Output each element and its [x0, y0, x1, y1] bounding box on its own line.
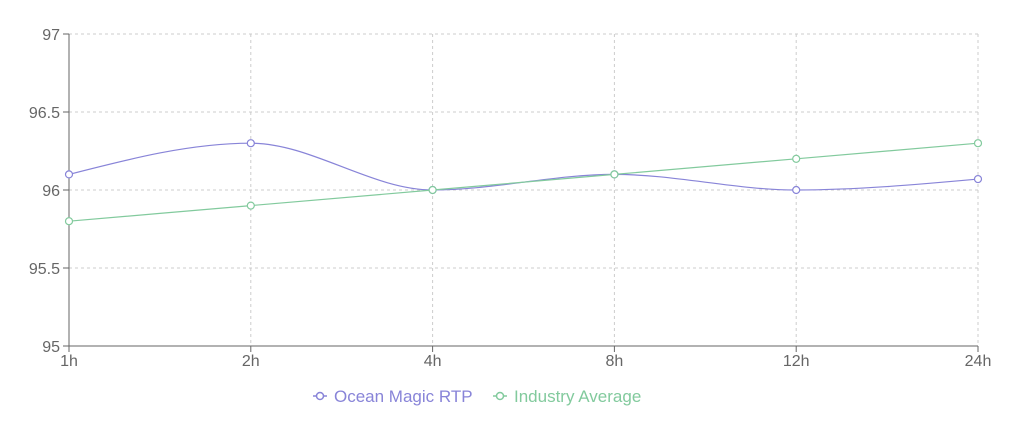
series-lines: [64, 139, 983, 226]
data-point-ocean-magic-rtp[interactable]: [792, 185, 801, 195]
legend-item-ocean-magic-rtp[interactable]: Ocean Magic RTP: [313, 387, 473, 406]
x-tick-label: 2h: [242, 353, 260, 370]
y-tick-label: 97: [42, 27, 60, 44]
data-point-industry-average[interactable]: [64, 217, 74, 226]
legend-marker-icon: [495, 391, 505, 401]
data-point-ocean-magic-rtp[interactable]: [246, 139, 255, 148]
legend-marker-icon: [315, 391, 325, 401]
legend-item-industry-average[interactable]: Industry Average: [493, 387, 641, 406]
y-tick-label: 95: [42, 339, 60, 356]
x-tick-label: 8h: [606, 353, 624, 370]
x-tick-label: 24h: [965, 353, 992, 370]
series-line-ocean-magic-rtp: [68, 142, 979, 191]
grid: [69, 33, 979, 346]
x-tick-label: 4h: [424, 353, 442, 370]
y-tick-label: 96.5: [29, 105, 60, 122]
legend-label: Ocean Magic RTP: [334, 387, 473, 406]
data-point-ocean-magic-rtp[interactable]: [973, 174, 983, 184]
x-tick-label: 12h: [783, 353, 810, 370]
x-tick-label: 1h: [60, 353, 78, 370]
data-point-industry-average[interactable]: [792, 154, 801, 163]
data-point-industry-average[interactable]: [610, 170, 619, 179]
data-point-ocean-magic-rtp[interactable]: [64, 170, 74, 179]
data-point-industry-average[interactable]: [973, 139, 983, 148]
y-tick-label: 95.5: [29, 261, 60, 278]
y-tick-label: 96: [42, 183, 60, 200]
axes: 95 95.5 96 96.5 97 1h 2h 4h 8h 12h 24h: [29, 27, 991, 370]
legend: Ocean Magic RTP Industry Average: [313, 387, 641, 406]
series-line-industry-average: [68, 142, 979, 222]
data-point-industry-average[interactable]: [246, 201, 255, 210]
data-point-industry-average[interactable]: [428, 185, 437, 195]
legend-label: Industry Average: [514, 387, 641, 406]
